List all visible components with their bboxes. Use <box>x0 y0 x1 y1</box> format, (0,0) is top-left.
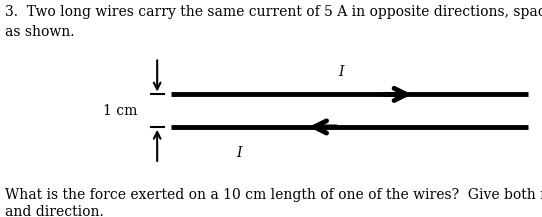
Text: as shown.: as shown. <box>5 25 75 39</box>
Text: 1 cm: 1 cm <box>103 104 137 118</box>
Text: 3.  Two long wires carry the same current of 5 A in opposite directions, spaced : 3. Two long wires carry the same current… <box>5 5 542 20</box>
Text: and direction.: and direction. <box>5 205 104 217</box>
Text: I: I <box>339 65 344 79</box>
Text: I: I <box>236 146 241 161</box>
Text: What is the force exerted on a 10 cm length of one of the wires?  Give both magn: What is the force exerted on a 10 cm len… <box>5 188 542 202</box>
